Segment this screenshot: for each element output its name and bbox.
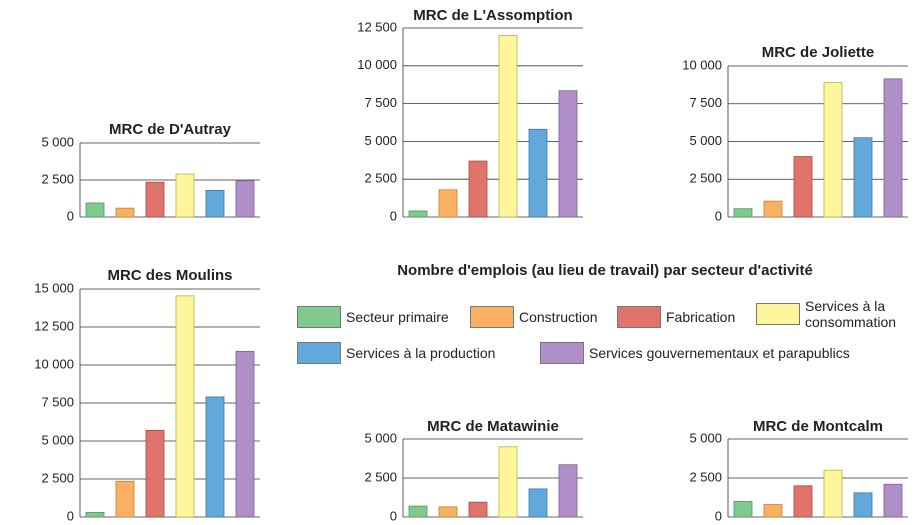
bar	[763, 504, 783, 518]
bar	[853, 137, 873, 218]
legend-label: Construction	[519, 309, 598, 325]
bar	[438, 506, 458, 518]
legend-item: Construction	[470, 306, 598, 328]
bar	[823, 82, 843, 218]
legend-label: Services gouvernementaux et parapublics	[589, 345, 850, 361]
y-tick-label: 0	[390, 208, 397, 223]
y-tick-label: 5 000	[689, 133, 722, 148]
y-tick-label: 5 000	[364, 133, 397, 148]
y-tick-label: 12 500	[357, 19, 397, 34]
bar	[408, 210, 428, 218]
y-tick-label: 7 500	[41, 394, 74, 409]
chart-title: MRC de Joliette	[762, 44, 875, 61]
bar	[883, 78, 903, 218]
legend-swatch	[297, 306, 341, 328]
legend-swatch	[540, 342, 584, 364]
legend-item: Fabrication	[617, 306, 735, 328]
bar	[763, 200, 783, 218]
legend-swatch	[756, 303, 800, 325]
bar	[558, 90, 578, 218]
legend-label: Services à la consommation	[805, 298, 897, 330]
bar	[733, 500, 753, 518]
y-tick-label: 2 500	[364, 171, 397, 186]
chart-title: MRC des Moulins	[107, 267, 232, 284]
y-tick-label: 2 500	[364, 469, 397, 484]
bar	[558, 464, 578, 518]
legend-swatch	[470, 306, 514, 328]
legend-item: Secteur primaire	[297, 306, 449, 328]
bar	[115, 480, 135, 518]
legend-item: Services à la consommation	[756, 298, 916, 330]
y-tick-label: 5 000	[689, 430, 722, 445]
chart-title: MRC de D'Autray	[109, 121, 232, 138]
y-tick-label: 5 000	[41, 432, 74, 447]
y-tick-label: 2 500	[689, 171, 722, 186]
bar	[823, 469, 843, 518]
bar	[408, 505, 428, 518]
y-tick-label: 0	[390, 508, 397, 523]
legend-title: Nombre d'emplois (au lieu de travail) pa…	[397, 262, 813, 279]
bar	[793, 156, 813, 218]
y-tick-label: 10 000	[34, 356, 74, 371]
chart-title: MRC de L'Assomption	[413, 7, 572, 24]
bar	[85, 512, 105, 518]
y-tick-label: 2 500	[41, 470, 74, 485]
bar	[205, 396, 225, 518]
bar	[175, 173, 195, 218]
bar	[235, 350, 255, 518]
y-tick-label: 10 000	[682, 57, 722, 72]
y-tick-label: 2 500	[689, 469, 722, 484]
bar	[853, 492, 873, 518]
bar	[115, 207, 135, 218]
bar	[85, 202, 105, 218]
legend-label: Services à la production	[346, 345, 496, 361]
bar	[528, 488, 548, 518]
y-tick-label: 0	[715, 208, 722, 223]
bar	[733, 208, 753, 218]
y-tick-label: 15 000	[34, 280, 74, 295]
legend-item: Services à la production	[297, 342, 495, 364]
legend-item: Services gouvernementaux et parapublics	[540, 342, 850, 364]
y-tick-label: 5 000	[364, 430, 397, 445]
bar	[883, 483, 903, 518]
y-tick-label: 7 500	[364, 95, 397, 110]
bar	[438, 189, 458, 218]
chart-title: MRC de Matawinie	[427, 418, 559, 435]
legend-swatch	[297, 342, 341, 364]
chart-title: MRC de Montcalm	[753, 418, 883, 435]
y-tick-label: 0	[715, 508, 722, 523]
bar	[793, 485, 813, 518]
y-tick-label: 0	[67, 508, 74, 523]
legend-label: Fabrication	[666, 309, 736, 325]
bar	[468, 501, 488, 518]
bar	[468, 160, 488, 218]
y-tick-label: 12 500	[34, 318, 74, 333]
bar	[175, 295, 195, 518]
legend-swatch	[617, 306, 661, 328]
y-tick-label: 0	[67, 208, 74, 223]
bar	[498, 446, 518, 518]
bar	[205, 189, 225, 218]
legend-label: Secteur primaire	[346, 309, 449, 325]
y-tick-label: 5 000	[41, 134, 74, 149]
y-tick-label: 10 000	[357, 57, 397, 72]
bar	[528, 128, 548, 218]
bar	[235, 180, 255, 218]
bar	[145, 181, 165, 218]
y-tick-label: 2 500	[41, 171, 74, 186]
bar	[145, 429, 165, 518]
bar	[498, 35, 518, 218]
y-tick-label: 7 500	[689, 95, 722, 110]
